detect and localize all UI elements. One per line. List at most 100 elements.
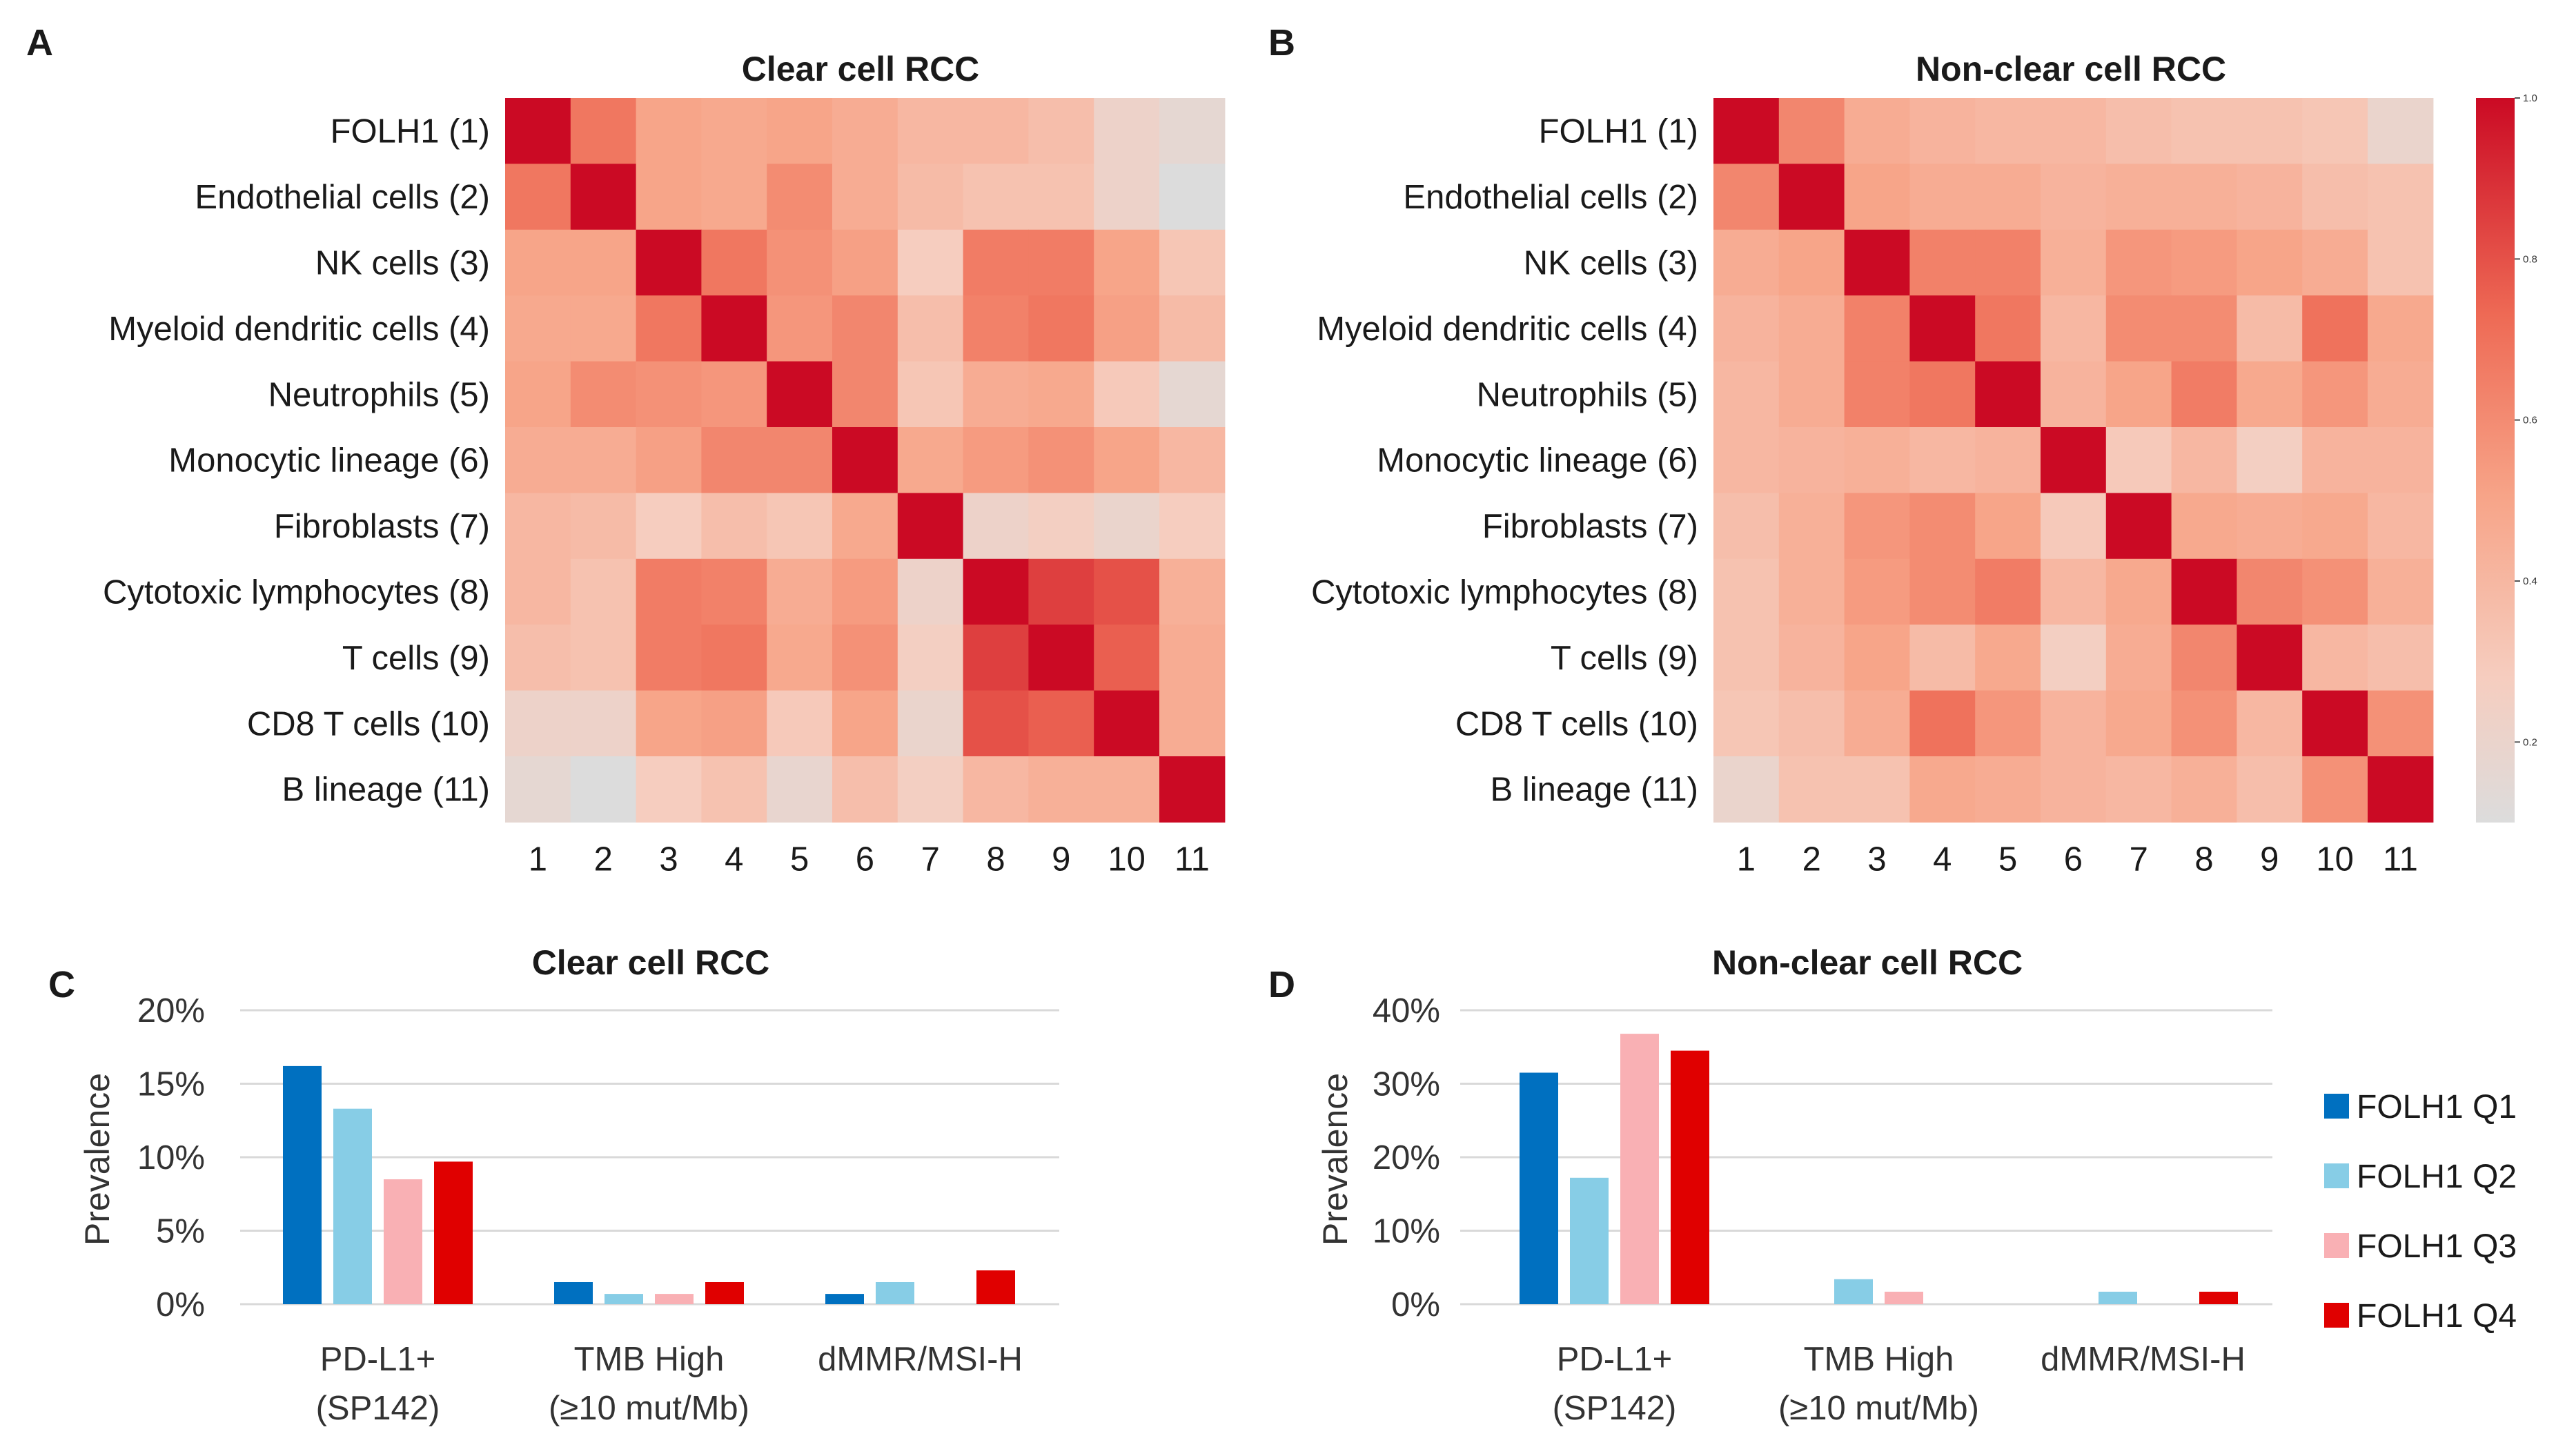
heatmap-col-label: 2 [594,840,613,878]
bar-folh1-q1-1 [283,1065,322,1304]
y-tick-label: 0% [1391,1286,1440,1324]
y-tick-label: 20% [137,992,205,1030]
heatmap-cell-r6-c5 [767,427,833,493]
heatmap-cell-r3-c7 [2105,229,2172,296]
heatmap-cell-r5-c7 [2105,361,2172,428]
heatmap-cell-r1-c2 [1778,98,1845,164]
heatmap-cell-r4-c11 [2368,295,2434,362]
heatmap-cell-r4-c9 [1028,295,1094,362]
colorbar-tick-label: 0.6 [2523,415,2537,426]
y-tick-label: 40% [1373,992,1440,1030]
panel-letter-d: D [1268,964,1295,1005]
heatmap-b-title: Non-clear cell RCC [1916,50,2226,88]
heatmap-cell-r11-c1 [505,756,571,823]
heatmap-cell-r7-c11 [2368,493,2434,560]
heatmap-cell-r8-c2 [1778,558,1845,625]
heatmap-cell-r7-c9 [2237,493,2303,560]
heatmap-cell-r10-c5 [767,690,833,757]
heatmap-cell-r3-c7 [897,229,964,296]
heatmap-col-label: 8 [2194,840,2213,878]
heatmap-cell-r8-c4 [701,558,767,625]
heatmap-cell-r1-c1 [505,98,571,164]
heatmap-cell-r1-c3 [636,98,702,164]
heatmap-cell-r1-c9 [1028,98,1094,164]
heatmap-cell-r10-c8 [2171,690,2237,757]
heatmap-cell-r6-c4 [1909,427,1976,493]
heatmap-row-label: FOLH1 (1) [1539,113,1698,150]
heatmap-cell-r10-c11 [2368,690,2434,757]
heatmap-cell-r6-c11 [1159,427,1226,493]
heatmap-cell-r7-c9 [1028,493,1094,560]
heatmap-cell-r3-c10 [2302,229,2368,296]
heatmap-cell-r1-c2 [570,98,637,164]
heatmap-cell-r3-c11 [2368,229,2434,296]
heatmap-cell-r11-c10 [1094,756,1160,823]
heatmap-cell-r9-c2 [1778,624,1845,691]
heatmap-col-label: 3 [659,840,678,878]
heatmap-cell-r7-c3 [1844,493,1910,560]
heatmap-cell-r9-c8 [2171,624,2237,691]
heatmap-cell-r5-c10 [2302,361,2368,428]
heatmap-cell-r10-c2 [570,690,637,757]
y-tick-label: 5% [156,1213,205,1250]
heatmap-cell-r4-c2 [1778,295,1845,362]
heatmap-cell-r2-c7 [897,164,964,230]
heatmap-row-label: NK cells (3) [315,245,490,282]
heatmap-row-label: B lineage (11) [282,771,490,809]
heatmap-cell-r8-c6 [832,558,898,625]
colorbar-tick-label: 0.4 [2523,575,2537,587]
heatmap-row-label: Endothelial cells (2) [1403,179,1698,216]
heatmap-cell-r9-c3 [1844,624,1910,691]
heatmap-cell-r6-c8 [963,427,1029,493]
heatmap-col-label: 1 [1737,840,1756,878]
heatmap-cell-r3-c1 [505,229,571,296]
heatmap-cell-r10-c10 [1094,690,1160,757]
panel-letter-a: A [26,22,53,63]
heatmap-cell-r11-c5 [1975,756,2041,823]
heatmap-cell-r8-c2 [570,558,637,625]
heatmap-cell-r7-c1 [505,493,571,560]
heatmap-cell-r4-c3 [636,295,702,362]
heatmap-cell-r6-c1 [505,427,571,493]
bar-folh1-q3-2 [1885,1291,1923,1304]
heatmap-cell-r10-c4 [1909,690,1976,757]
heatmap-cell-r3-c9 [1028,229,1094,296]
heatmap-cell-r2-c2 [570,164,637,230]
heatmap-col-label: 4 [725,840,743,878]
heatmap-cell-r1-c7 [897,98,964,164]
heatmap-cell-r2-c8 [2171,164,2237,230]
category-label: PD-L1+ [320,1341,436,1378]
heatmap-cell-r3-c5 [767,229,833,296]
heatmap-a: FOLH1 (1) Endothelial cells (2) NK cells (… [103,98,1226,878]
heatmap-cell-r11-c1 [1713,756,1780,823]
heatmap-col-label: 5 [790,840,809,878]
heatmap-cell-r6-c11 [2368,427,2434,493]
heatmap-cell-r4-c5 [1975,295,2041,362]
panel-letter-b: B [1268,22,1295,63]
heatmap-cell-r4-c2 [570,295,637,362]
heatmap-cell-r11-c4 [701,756,767,823]
heatmap-cell-r4-c8 [963,295,1029,362]
heatmap-cell-r8-c11 [1159,558,1226,625]
heatmap-cell-r5-c11 [1159,361,1226,428]
bar-folh1-q2-1 [333,1108,372,1304]
heatmap-cell-r8-c8 [2171,558,2237,625]
heatmap-cell-r3-c9 [2237,229,2303,296]
heatmap-cell-r1-c10 [1094,98,1160,164]
heatmap-col-label: 6 [2064,840,2083,878]
heatmap-cell-r3-c3 [636,229,702,296]
heatmap-cell-r7-c5 [767,493,833,560]
heatmap-cell-r6-c8 [2171,427,2237,493]
heatmap-cell-r5-c3 [1844,361,1910,428]
colorbar-tick-label: 0.8 [2523,253,2537,265]
heatmap-cell-r11-c10 [2302,756,2368,823]
category-label: PD-L1+ [1557,1341,1673,1378]
bar-chart-c-title: Clear cell RCC [532,943,770,982]
heatmap-cell-r3-c11 [1159,229,1226,296]
heatmap-cell-r11-c6 [832,756,898,823]
heatmap-col-label: 3 [1867,840,1886,878]
heatmap-cell-r11-c5 [767,756,833,823]
heatmap-cell-r11-c6 [2041,756,2107,823]
heatmap-cell-r2-c11 [2368,164,2434,230]
heatmap-cell-r5-c5 [1975,361,2041,428]
